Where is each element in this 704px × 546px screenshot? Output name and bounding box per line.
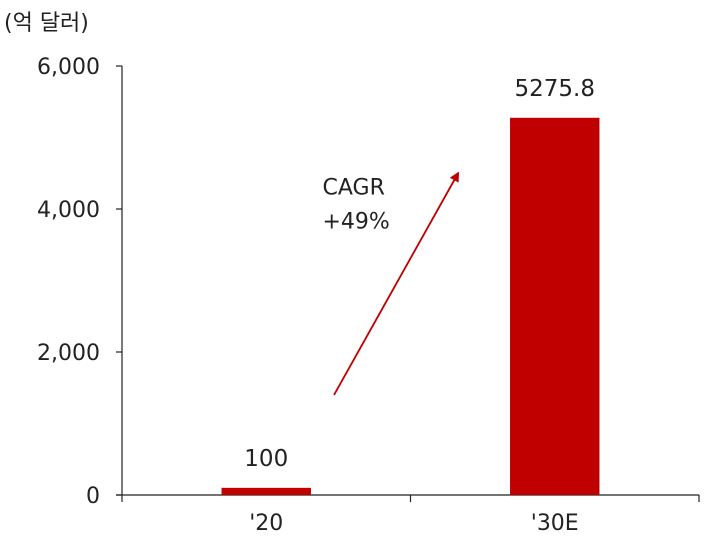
- y-tick-label: 4,000: [37, 198, 100, 223]
- bar: [510, 117, 600, 495]
- data-label: 100: [244, 446, 288, 472]
- bar: [221, 487, 311, 495]
- y-tick-label: 0: [86, 484, 100, 509]
- y-tick-label: 6,000: [37, 55, 100, 80]
- cagr-value: +49%: [323, 210, 390, 235]
- y-axis-unit-label: (억 달러): [4, 11, 89, 36]
- cagr-label: CAGR: [323, 176, 385, 201]
- cagr-arrow: [333, 171, 460, 396]
- data-label: 5275.8: [515, 76, 595, 102]
- y-tick-label: 2,000: [37, 341, 100, 366]
- x-tick-label: '20: [249, 511, 283, 536]
- x-tick-label: '30E: [531, 511, 579, 536]
